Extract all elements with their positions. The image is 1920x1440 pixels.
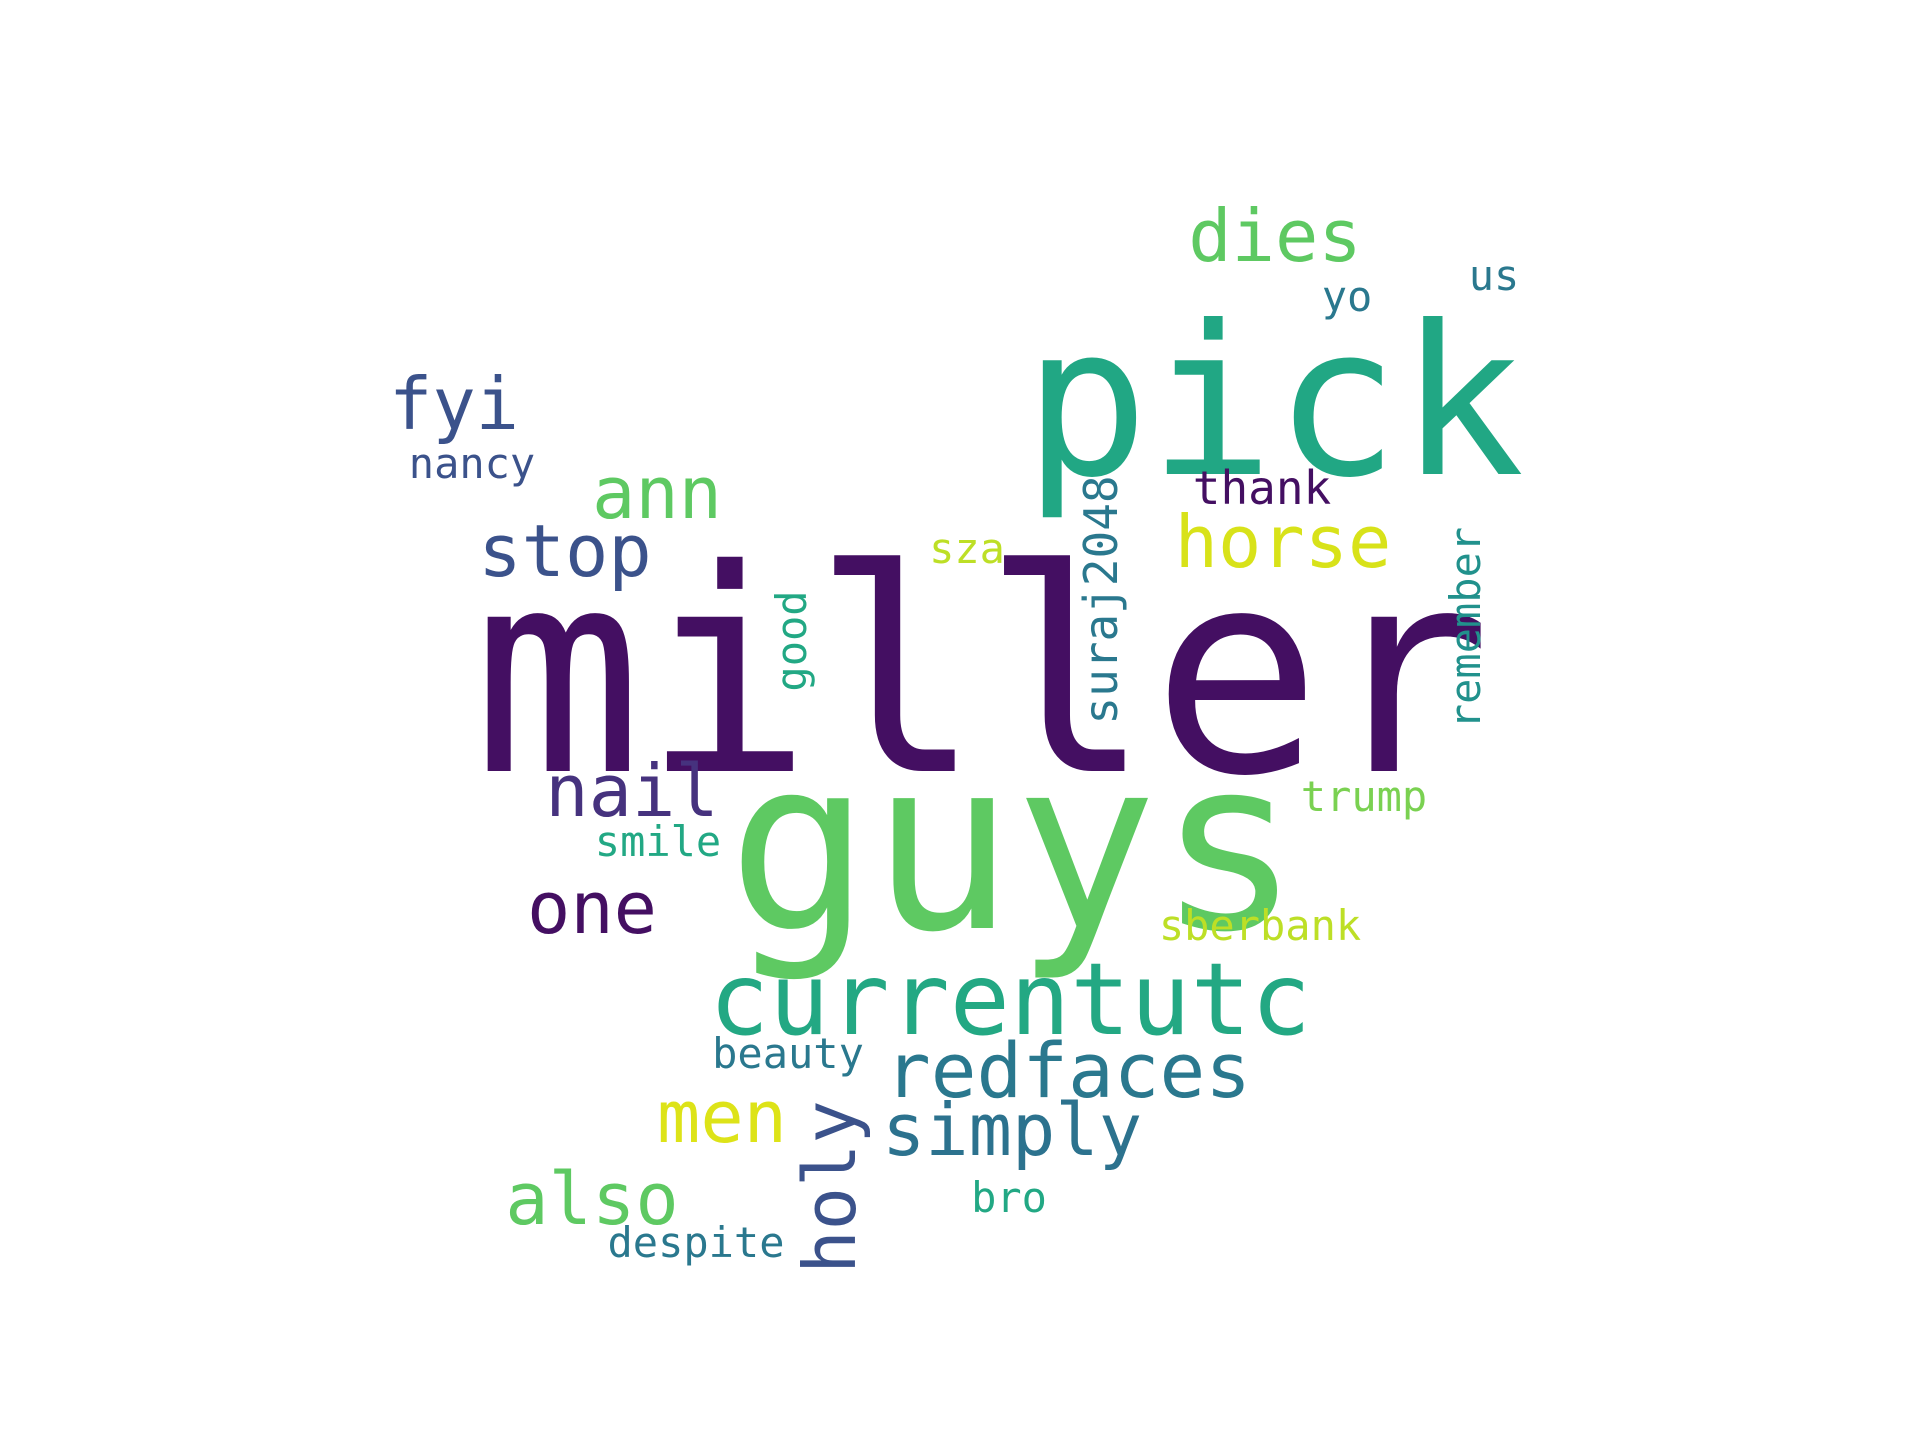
word-holy: holy bbox=[788, 1100, 872, 1274]
word-ann: ann bbox=[591, 451, 723, 535]
word-smile: smile bbox=[594, 817, 722, 866]
word-redfaces: redfaces bbox=[884, 1026, 1252, 1115]
word-yo: yo bbox=[1321, 272, 1373, 321]
word-sza: sza bbox=[929, 524, 1005, 573]
word-fyi: fyi bbox=[388, 362, 520, 446]
word-currentutc: currentutc bbox=[708, 941, 1312, 1058]
word-suraj2048: suraj2048 bbox=[1074, 475, 1128, 725]
word-good: good bbox=[767, 590, 816, 692]
word-thank: thank bbox=[1192, 461, 1332, 515]
word-beauty: beauty bbox=[712, 1029, 864, 1078]
word-one: one bbox=[526, 866, 658, 950]
word-men: men bbox=[656, 1075, 788, 1159]
word-despite: despite bbox=[607, 1218, 785, 1267]
word-stop: stop bbox=[478, 509, 652, 593]
word-trump: trump bbox=[1300, 772, 1428, 821]
word-nancy: nancy bbox=[408, 439, 536, 488]
word-simply: simply bbox=[881, 1088, 1143, 1172]
word-bro: bro bbox=[971, 1173, 1047, 1222]
word-horse: horse bbox=[1174, 500, 1392, 584]
word-guys: guys bbox=[727, 708, 1301, 985]
word-remember: remember bbox=[1441, 526, 1490, 730]
word-nail: nail bbox=[545, 749, 719, 833]
word-miller: miller bbox=[472, 509, 1492, 838]
word-us: us bbox=[1468, 251, 1520, 300]
word-pick: pick bbox=[1023, 282, 1525, 524]
word-sberbank: sberbank bbox=[1158, 901, 1362, 950]
word-also: also bbox=[505, 1157, 679, 1241]
word-dies: dies bbox=[1188, 194, 1362, 278]
